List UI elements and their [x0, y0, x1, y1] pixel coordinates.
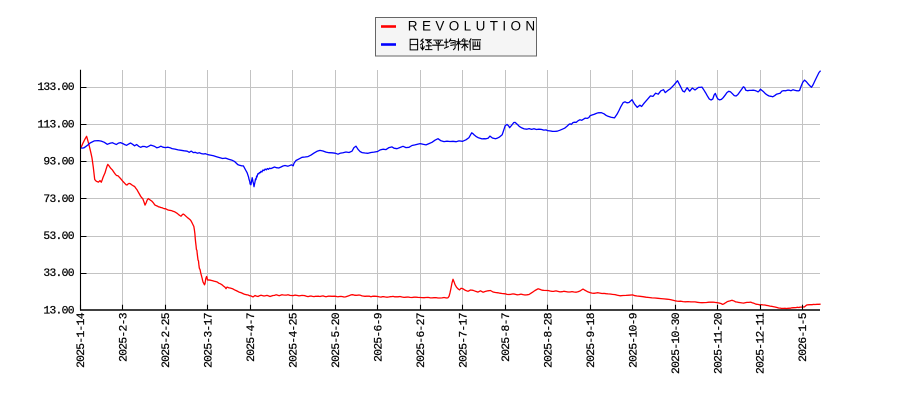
svg-text:73.00: 73.00 — [43, 194, 74, 206]
svg-text:2025-1-14: 2025-1-14 — [76, 312, 88, 368]
svg-text:113.00: 113.00 — [37, 119, 74, 131]
svg-text:2025-5-20: 2025-5-20 — [331, 312, 343, 368]
svg-text:2025-2-25: 2025-2-25 — [161, 312, 173, 368]
svg-text:33.00: 33.00 — [43, 268, 74, 280]
svg-text:2026-1-5: 2026-1-5 — [798, 312, 810, 362]
svg-text:2025-8-7: 2025-8-7 — [501, 313, 513, 362]
svg-text:2025-10-9: 2025-10-9 — [628, 313, 640, 368]
svg-text:53.00: 53.00 — [43, 231, 74, 243]
svg-text:2025-3-17: 2025-3-17 — [204, 313, 216, 368]
svg-text:93.00: 93.00 — [43, 157, 74, 169]
svg-text:2025-10-30: 2025-10-30 — [671, 312, 683, 374]
svg-text:2025-4-25: 2025-4-25 — [289, 312, 301, 368]
svg-text:REVOLUTION: REVOLUTION — [408, 19, 540, 34]
svg-text:2025-2-3: 2025-2-3 — [119, 312, 131, 362]
svg-text:2025-12-11: 2025-12-11 — [756, 312, 768, 374]
svg-text:2025-6-27: 2025-6-27 — [416, 313, 428, 368]
svg-text:2025-7-17: 2025-7-17 — [458, 313, 470, 368]
svg-text:2025-8-28: 2025-8-28 — [543, 312, 555, 368]
svg-text:2025-6-9: 2025-6-9 — [374, 313, 386, 362]
svg-text:133.00: 133.00 — [37, 82, 74, 94]
svg-text:2025-9-18: 2025-9-18 — [586, 312, 598, 368]
svg-text:2025-4-7: 2025-4-7 — [246, 313, 258, 362]
svg-text:2025-11-20: 2025-11-20 — [713, 312, 725, 374]
svg-text:13.00: 13.00 — [43, 305, 74, 317]
